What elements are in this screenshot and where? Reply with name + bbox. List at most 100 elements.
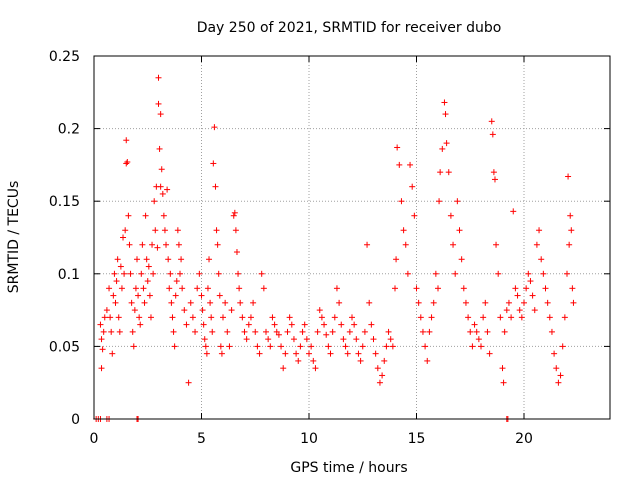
data-point bbox=[121, 270, 128, 277]
data-point bbox=[491, 176, 498, 183]
data-point bbox=[175, 241, 182, 248]
data-point bbox=[361, 328, 368, 335]
data-point bbox=[222, 299, 229, 306]
data-point bbox=[393, 256, 400, 263]
data-point bbox=[295, 357, 302, 364]
data-point bbox=[120, 234, 127, 241]
data-point bbox=[157, 183, 164, 190]
data-point bbox=[521, 299, 527, 306]
data-point bbox=[500, 379, 507, 386]
data-point bbox=[173, 278, 180, 285]
data-point bbox=[366, 299, 373, 306]
data-point bbox=[290, 336, 297, 343]
data-point bbox=[359, 343, 366, 350]
data-point bbox=[368, 321, 375, 328]
data-point bbox=[385, 328, 392, 335]
data-point bbox=[318, 314, 325, 321]
data-point bbox=[355, 350, 362, 357]
chart-title: Day 250 of 2021, SRMTID for receiver dub… bbox=[197, 20, 502, 36]
data-point bbox=[150, 270, 157, 277]
data-point bbox=[129, 328, 136, 335]
data-point bbox=[336, 299, 343, 306]
data-point bbox=[155, 74, 162, 81]
data-point bbox=[165, 256, 172, 263]
data-point bbox=[323, 331, 330, 338]
data-point bbox=[422, 343, 429, 350]
data-point bbox=[112, 299, 119, 306]
data-point bbox=[473, 328, 480, 335]
data-point bbox=[220, 314, 226, 321]
data-point bbox=[551, 350, 558, 357]
data-point bbox=[258, 270, 265, 277]
data-point bbox=[514, 292, 521, 299]
data-point bbox=[114, 256, 121, 263]
data-point bbox=[131, 307, 138, 314]
data-point bbox=[108, 328, 115, 335]
data-point bbox=[327, 350, 334, 357]
x-tick-label: 20 bbox=[515, 431, 533, 447]
data-point bbox=[465, 314, 472, 321]
data-point bbox=[149, 241, 156, 248]
data-point bbox=[206, 256, 213, 263]
data-point bbox=[215, 270, 222, 277]
data-point bbox=[213, 227, 220, 234]
data-point bbox=[113, 278, 120, 285]
data-point bbox=[196, 270, 203, 277]
data-point bbox=[163, 241, 170, 248]
data-point bbox=[126, 241, 133, 248]
data-point bbox=[303, 336, 310, 343]
x-tick-label: 10 bbox=[300, 431, 318, 447]
data-point bbox=[241, 328, 248, 335]
data-point bbox=[299, 328, 306, 335]
data-point bbox=[286, 314, 293, 321]
data-point bbox=[548, 328, 555, 335]
data-point bbox=[569, 285, 576, 292]
data-point bbox=[109, 350, 116, 357]
y-axis-label: SRMTID / TECUs bbox=[6, 181, 22, 294]
data-point bbox=[178, 256, 185, 263]
data-point bbox=[480, 314, 487, 321]
data-point bbox=[329, 328, 336, 335]
data-point bbox=[540, 270, 547, 277]
data-point bbox=[263, 328, 269, 335]
data-point bbox=[161, 227, 168, 234]
data-point bbox=[439, 145, 446, 152]
data-point bbox=[325, 343, 332, 350]
y-tick-label: 0 bbox=[71, 412, 80, 428]
data-point bbox=[525, 270, 532, 277]
data-point bbox=[400, 227, 407, 234]
data-point bbox=[142, 212, 149, 219]
data-point bbox=[230, 212, 237, 219]
data-point bbox=[147, 314, 154, 321]
data-point bbox=[201, 336, 208, 343]
data-point bbox=[132, 285, 139, 292]
data-point bbox=[269, 314, 276, 321]
data-point bbox=[321, 321, 328, 328]
data-point bbox=[254, 343, 261, 350]
data-point bbox=[467, 328, 474, 335]
data-point bbox=[226, 343, 233, 350]
data-point bbox=[101, 314, 108, 321]
data-point bbox=[123, 160, 130, 167]
data-point bbox=[155, 100, 162, 107]
data-point bbox=[218, 350, 225, 357]
data-point bbox=[139, 241, 146, 248]
data-point bbox=[174, 227, 181, 234]
data-points bbox=[93, 74, 577, 422]
x-tick-label: 15 bbox=[408, 431, 426, 447]
data-point bbox=[185, 379, 192, 386]
data-point bbox=[183, 321, 190, 328]
data-point bbox=[536, 227, 543, 234]
data-point bbox=[231, 209, 238, 216]
data-point bbox=[370, 336, 377, 343]
data-point bbox=[435, 285, 441, 292]
data-point bbox=[247, 314, 254, 321]
data-point bbox=[123, 137, 130, 144]
data-point bbox=[349, 314, 355, 321]
data-point bbox=[505, 299, 512, 306]
data-point bbox=[211, 124, 218, 131]
data-point bbox=[482, 299, 489, 306]
data-point bbox=[462, 299, 469, 306]
axis-ticks: 0 5 10 15 20 0 0.05 0.1 0.15 0.2 0.25 bbox=[49, 49, 610, 447]
